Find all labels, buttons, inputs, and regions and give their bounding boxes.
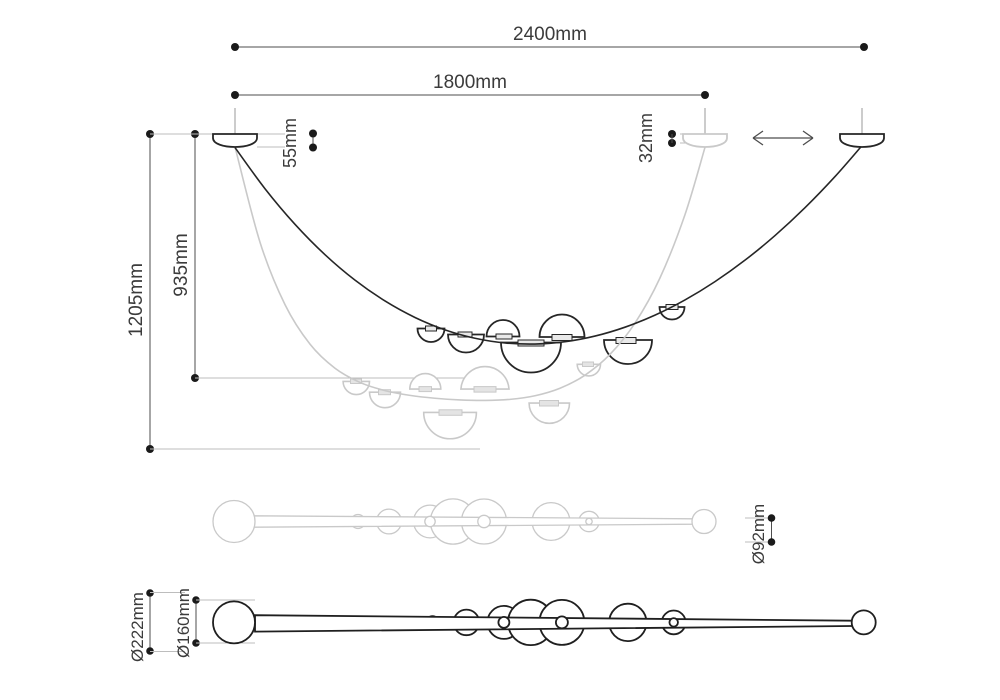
- svg-text:935mm: 935mm: [171, 233, 192, 296]
- svg-text:Ø160mm: Ø160mm: [174, 588, 193, 658]
- svg-text:1800mm: 1800mm: [433, 72, 507, 93]
- svg-text:32mm: 32mm: [636, 113, 656, 163]
- svg-text:1205mm: 1205mm: [126, 263, 147, 337]
- svg-text:Ø222mm: Ø222mm: [128, 592, 147, 662]
- svg-text:Ø92mm: Ø92mm: [749, 504, 768, 564]
- svg-text:55mm: 55mm: [280, 118, 300, 168]
- svg-text:2400mm: 2400mm: [513, 24, 587, 45]
